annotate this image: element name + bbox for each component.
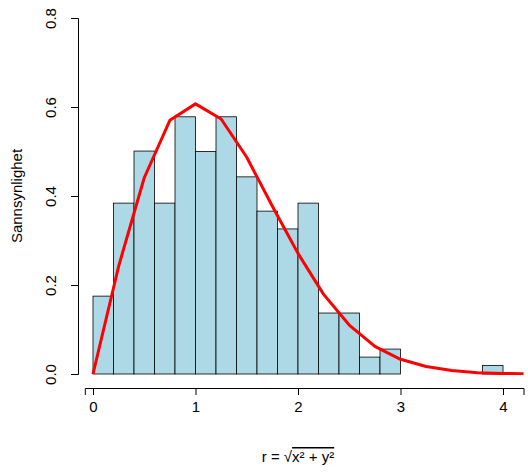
histogram-bar [298, 203, 319, 374]
chart: 0 1 2 3 4 0.0 0.2 0.4 0.6 0.8 r = √x² + y² Sannsynl… [0, 0, 528, 472]
density-line [93, 104, 524, 374]
y-tick: 0.2 [42, 275, 78, 296]
x-tick: 4 [499, 388, 507, 415]
histogram-bar [319, 313, 340, 374]
x-tick-mark [503, 388, 504, 395]
y-tick-label: 0.8 [42, 8, 59, 29]
x-tick-mark [401, 388, 402, 395]
y-axis-title: Sannsynlighet [8, 148, 25, 243]
y-tick-mark [71, 285, 78, 286]
y-tick: 0.8 [42, 8, 78, 29]
x-tick-label: 4 [499, 398, 507, 415]
x-tick-mark [196, 388, 197, 395]
histogram-bar [196, 152, 217, 375]
y-tick: 0.6 [42, 97, 78, 118]
x-axis-line [85, 389, 524, 396]
x-tick-label: 3 [397, 398, 405, 415]
y-tick: 0.0 [42, 364, 78, 385]
x-tick-label: 0 [89, 398, 97, 415]
histogram-bar [155, 203, 176, 374]
histogram-bar [360, 357, 381, 374]
histogram-bar [237, 177, 258, 374]
y-tick-mark [71, 374, 78, 375]
x-tick: 2 [294, 388, 302, 415]
y-tick-mark [71, 196, 78, 197]
histogram-bar [216, 117, 237, 374]
x-tick-mark [298, 388, 299, 395]
histogram-bar [421, 374, 442, 375]
x-tick-mark [93, 388, 94, 395]
y-tick-mark [71, 18, 78, 19]
histogram-bar [257, 211, 278, 374]
histogram-bar [134, 151, 155, 374]
y-tick-label: 0.6 [42, 97, 59, 118]
x-tick: 1 [192, 388, 200, 415]
y-axis-line [71, 19, 79, 375]
histogram-bar [401, 374, 422, 375]
y-tick: 0.4 [42, 186, 78, 207]
histogram-bar [339, 313, 360, 374]
y-tick-label: 0.2 [42, 275, 59, 296]
x-axis-title: r = √x² + y² [262, 448, 334, 465]
histogram-bar [442, 374, 463, 375]
x-tick: 3 [397, 388, 405, 415]
y-tick-mark [71, 107, 78, 108]
x-axis: 0 1 2 3 4 [85, 388, 524, 415]
y-axis: 0.0 0.2 0.4 0.6 0.8 [42, 8, 79, 385]
x-tick-label: 2 [294, 398, 302, 415]
x-tick-label: 1 [192, 398, 200, 415]
y-tick-label: 0.0 [42, 364, 59, 385]
y-tick-label: 0.4 [42, 186, 59, 207]
plot-marks [93, 104, 524, 374]
x-tick: 0 [89, 388, 97, 415]
histogram-bar [175, 117, 196, 374]
